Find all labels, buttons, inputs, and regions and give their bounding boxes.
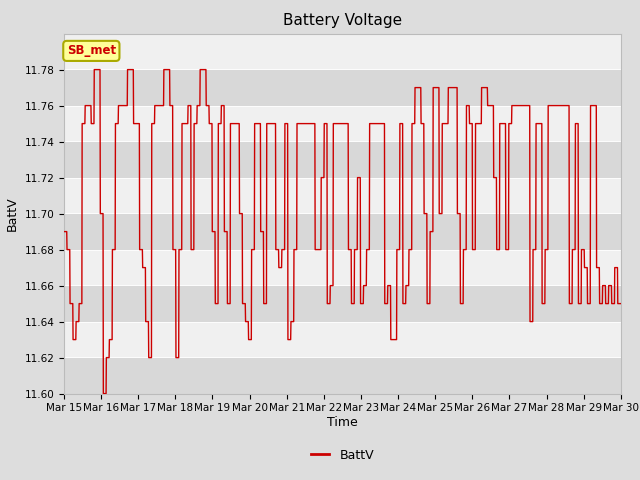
Bar — [64, 358, 621, 394]
X-axis label: Time: Time — [327, 416, 358, 429]
Bar — [64, 286, 621, 322]
Text: SB_met: SB_met — [67, 44, 116, 58]
Bar — [64, 142, 621, 178]
Bar — [64, 70, 621, 106]
Y-axis label: BattV: BattV — [6, 196, 19, 231]
Legend: BattV: BattV — [306, 444, 379, 467]
Title: Battery Voltage: Battery Voltage — [283, 13, 402, 28]
Bar — [64, 214, 621, 250]
